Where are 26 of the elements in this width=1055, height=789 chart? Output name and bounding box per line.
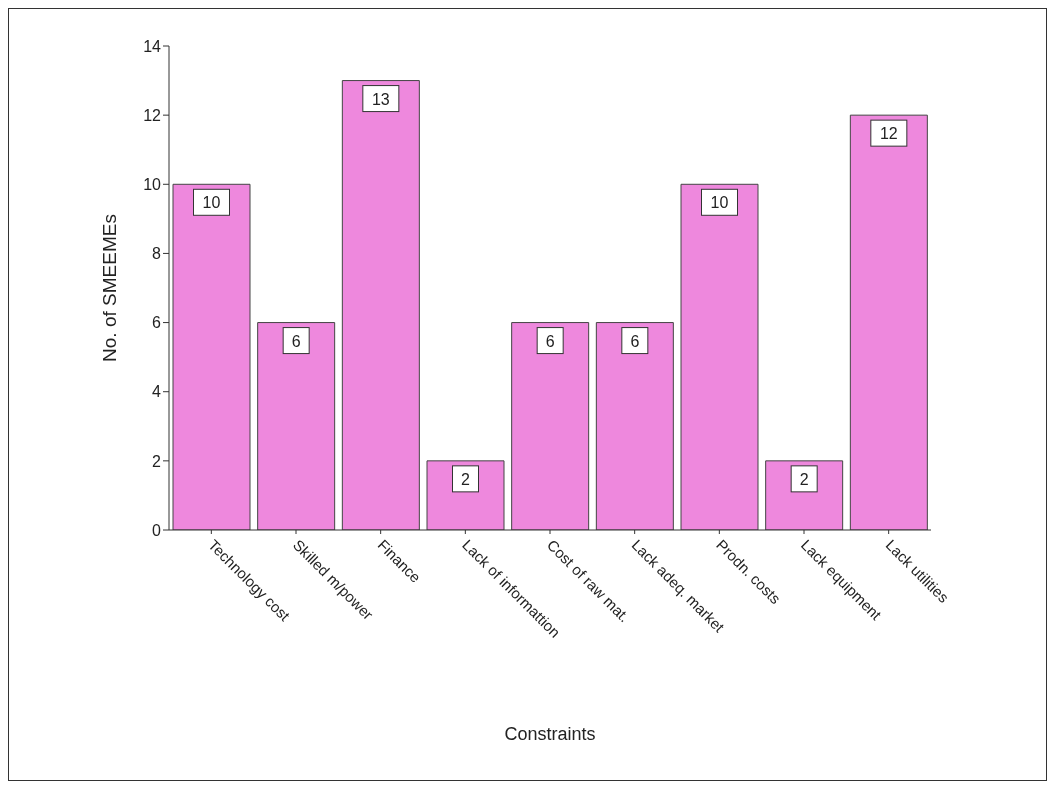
bar [595,322,674,530]
bar [172,183,251,530]
y-tick-label: 8 [152,245,162,263]
y-tick-label: 4 [152,383,162,401]
data-label: 10 [710,194,729,212]
data-label: 6 [545,332,555,350]
bar [849,114,928,530]
bar [680,183,759,530]
bar [341,80,420,530]
data-label: 10 [202,194,221,212]
y-tick-label: 2 [152,452,162,470]
y-tick-label: 0 [152,521,162,539]
y-tick-label: 12 [143,106,162,124]
data-label: 6 [291,332,301,350]
y-tick-label: 6 [152,314,162,332]
data-label: 2 [461,470,471,488]
data-label: 13 [371,90,390,108]
data-label: 12 [879,125,898,143]
x-axis-title: Constraints [504,724,596,744]
y-tick-label: 14 [143,37,162,55]
data-label: 6 [630,332,640,350]
y-tick-label: 10 [143,175,162,193]
y-axis-title: No. of SMEEMEs [98,214,120,362]
bar [511,322,590,530]
data-label: 2 [799,470,809,488]
bar [257,322,336,530]
